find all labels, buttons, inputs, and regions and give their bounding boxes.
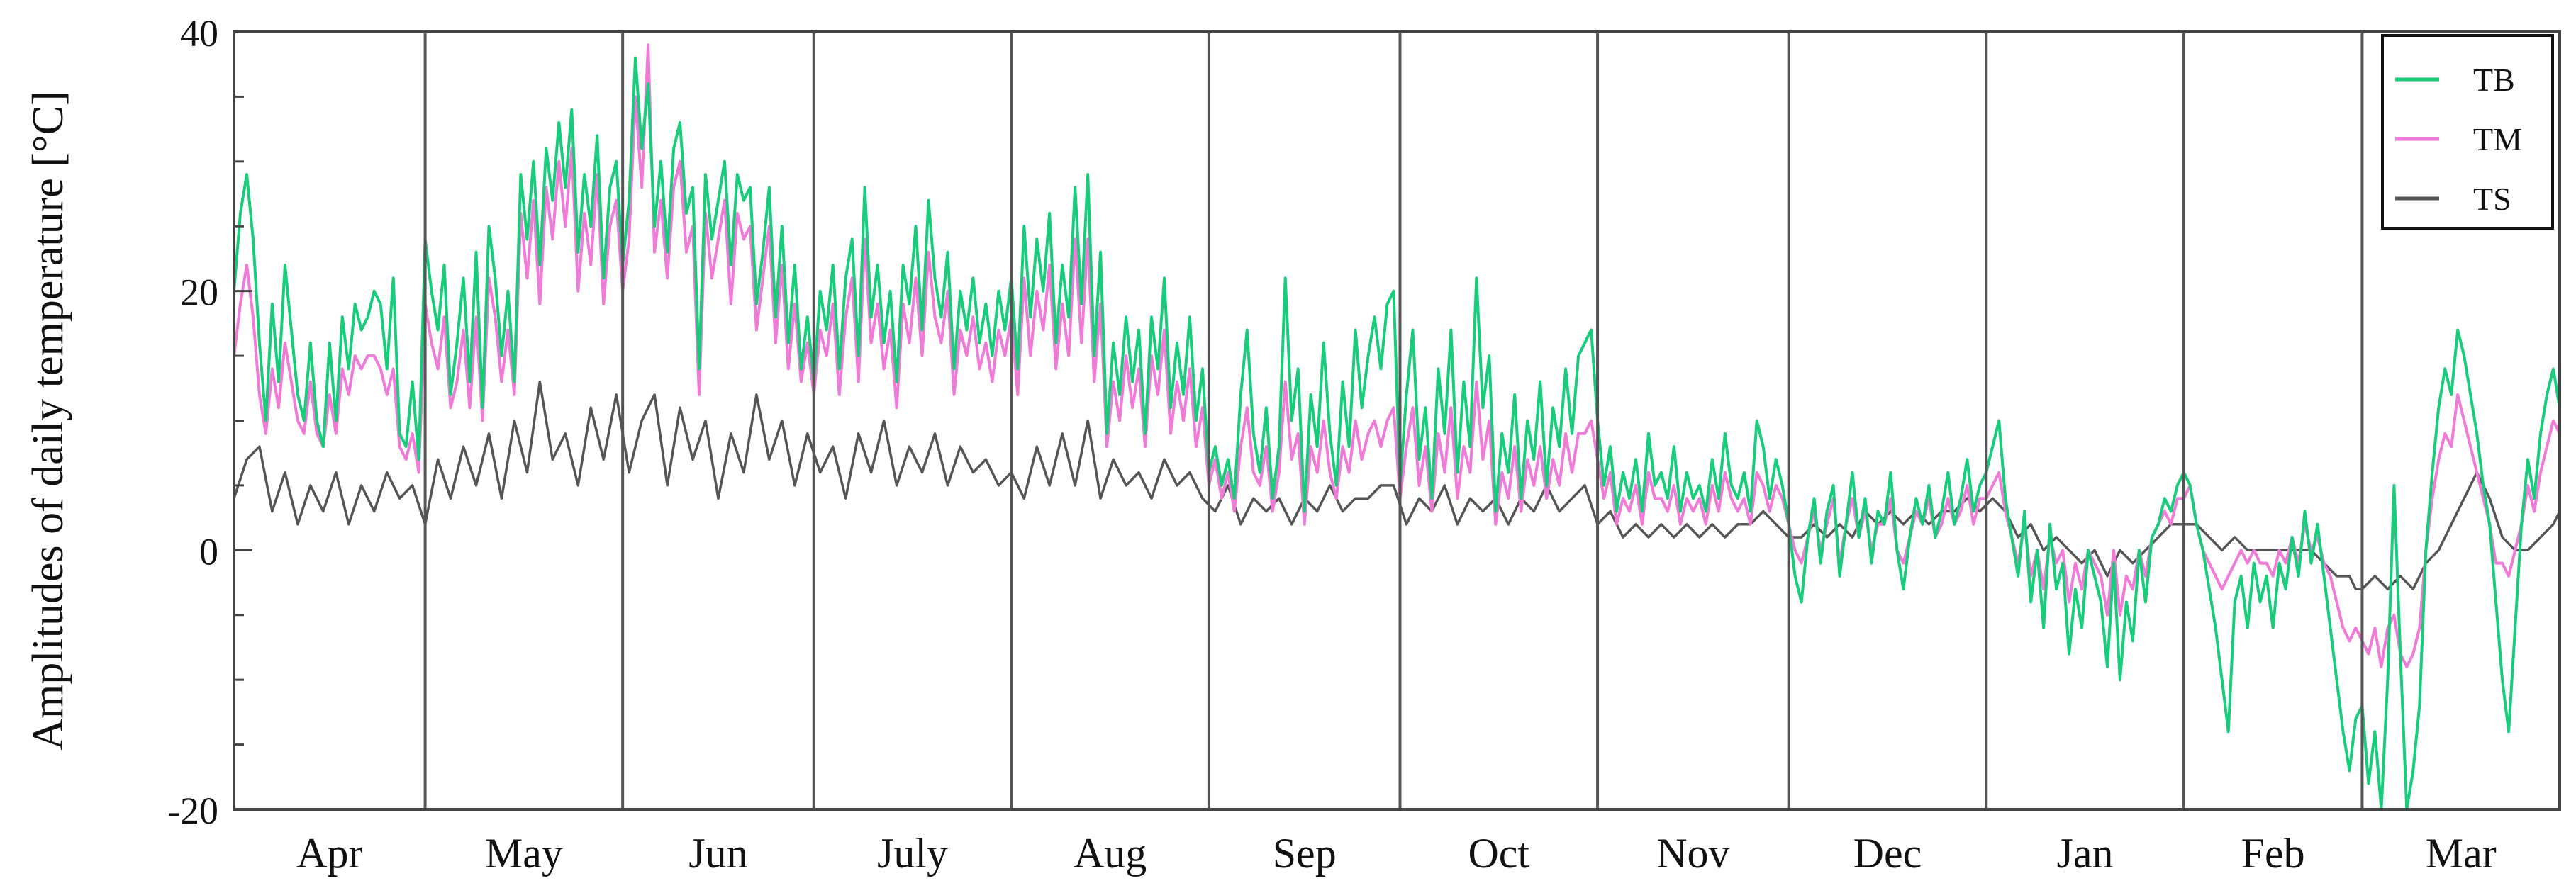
month-label-mar: Mar: [2426, 830, 2497, 877]
legend: TB TM TS: [2381, 34, 2554, 230]
month-label-jun: Jun: [688, 830, 747, 877]
month-label-apr: Apr: [296, 830, 362, 877]
month-label-july: July: [877, 830, 948, 877]
month-label-dec: Dec: [1853, 830, 1922, 877]
month-label-may: May: [485, 830, 563, 877]
legend-label-tb: TB: [2473, 62, 2515, 98]
y-tick-label: 0: [199, 530, 218, 573]
series-line-ts: [233, 380, 2561, 590]
month-label-aug: Aug: [1074, 830, 1147, 877]
legend-label-tm: TM: [2473, 121, 2522, 157]
month-label-oct: Oct: [1468, 830, 1529, 877]
month-label-feb: Feb: [2241, 830, 2305, 877]
legend-label-ts: TS: [2473, 181, 2511, 217]
y-tick-label: -20: [167, 790, 218, 832]
month-label-sep: Sep: [1273, 830, 1337, 877]
month-label-jan: Jan: [2057, 830, 2114, 877]
legend-box: [2381, 34, 2554, 230]
y-axis-label: Amplitudes of daily temperature [°C]: [24, 91, 72, 750]
y-tick-label: 20: [180, 271, 218, 314]
y-tick-label: 40: [180, 12, 218, 55]
month-label-nov: Nov: [1656, 830, 1729, 877]
